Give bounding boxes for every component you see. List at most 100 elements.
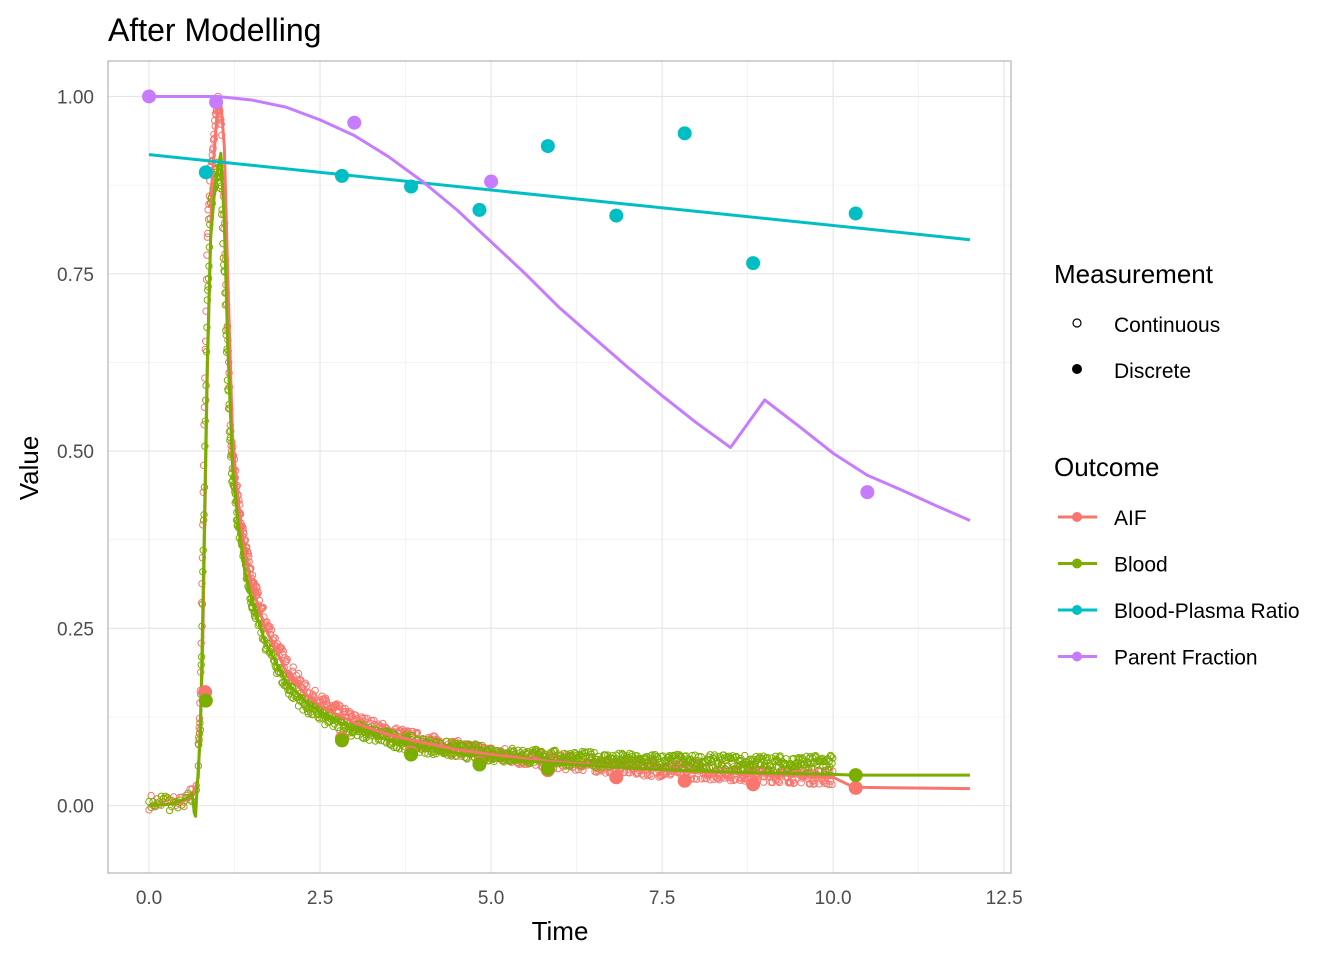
legend-item-blood-plasma-ratio: Blood-Plasma Ratio xyxy=(1058,600,1300,623)
continuous-point xyxy=(550,747,559,756)
continuous-point xyxy=(715,775,723,784)
continuous-point xyxy=(744,757,753,765)
continuous-point xyxy=(825,780,833,789)
discrete-point xyxy=(404,179,419,194)
continuous-point xyxy=(163,793,172,802)
fit-line-blood xyxy=(148,151,970,818)
continuous-point xyxy=(695,752,703,761)
continuous-point xyxy=(698,775,706,783)
continuous-point xyxy=(711,753,720,761)
legend-measurement: Measurement Continuous Discrete xyxy=(1054,259,1220,383)
discrete-point xyxy=(677,126,692,141)
legend-label-continuous: Continuous xyxy=(1114,314,1220,337)
continuous-point xyxy=(363,714,371,723)
continuous-point xyxy=(276,643,284,651)
discrete-point xyxy=(334,733,349,748)
discrete-point xyxy=(609,770,624,785)
continuous-point xyxy=(429,750,437,759)
series-layer xyxy=(142,89,971,818)
continuous-point xyxy=(826,763,834,771)
continuous-point xyxy=(551,746,559,755)
discrete-point xyxy=(484,174,499,189)
grid xyxy=(108,61,1011,873)
discrete-point xyxy=(209,95,224,110)
y-tick-label: 0.75 xyxy=(57,265,94,286)
continuous-point xyxy=(826,751,835,760)
continuous-point xyxy=(311,686,319,695)
fit-line-parent-fraction xyxy=(149,95,971,522)
y-tick-label: 1.00 xyxy=(57,87,94,108)
discrete-point xyxy=(609,208,624,223)
discrete-points-parent-fraction xyxy=(142,89,875,500)
continuous-point xyxy=(768,763,777,771)
continuous-point xyxy=(303,682,311,690)
continuous-point xyxy=(675,751,683,759)
continuous-point xyxy=(165,806,174,815)
legend-label: Blood xyxy=(1114,554,1168,577)
x-tick-label: 10.0 xyxy=(815,888,852,909)
continuous-point xyxy=(267,626,276,634)
continuous-point xyxy=(601,769,610,777)
continuous-point xyxy=(643,753,651,761)
legend-label: Parent Fraction xyxy=(1114,647,1258,670)
x-axis-title: Time xyxy=(532,916,589,946)
continuous-point xyxy=(828,780,836,789)
discrete-point xyxy=(677,773,692,788)
continuous-point xyxy=(798,754,806,762)
y-axis: 0.00 0.25 0.50 0.75 1.00 xyxy=(57,87,94,817)
continuous-point xyxy=(292,671,300,680)
legend-point-key xyxy=(1072,651,1082,662)
continuous-point xyxy=(759,778,768,786)
chart-title: After Modelling xyxy=(108,12,321,48)
discrete-point xyxy=(472,202,487,217)
x-tick-label: 5.0 xyxy=(478,888,504,909)
continuous-point xyxy=(775,778,784,787)
continuous-point xyxy=(321,695,329,704)
legend-label-discrete: Discrete xyxy=(1114,360,1191,383)
y-tick-label: 0.50 xyxy=(57,442,94,463)
continuous-point xyxy=(294,669,303,678)
discrete-point xyxy=(334,168,349,183)
x-tick-label: 12.5 xyxy=(986,888,1023,909)
fit-line-aif xyxy=(148,102,971,808)
continuous-point xyxy=(647,772,656,780)
legend-measurement-title: Measurement xyxy=(1054,259,1214,289)
discrete-point xyxy=(848,768,863,783)
discrete-point xyxy=(198,693,213,708)
continuous-point xyxy=(370,716,378,725)
continuous-point xyxy=(786,779,795,787)
discrete-point xyxy=(540,761,555,776)
continuous-point xyxy=(537,747,546,756)
continuous-point xyxy=(692,775,701,783)
continuous-point xyxy=(763,753,772,762)
continuous-point xyxy=(361,714,369,723)
continuous-point xyxy=(726,776,735,785)
continuous-point xyxy=(771,752,780,760)
discrete-points-blood xyxy=(198,693,863,783)
x-tick-label: 0.0 xyxy=(136,888,162,909)
legend-label: AIF xyxy=(1114,507,1147,530)
continuous-point xyxy=(665,751,674,760)
legend-outcome-title: Outcome xyxy=(1054,452,1160,482)
discrete-points-blood-plasma-ratio xyxy=(198,126,863,271)
y-axis-title: Value xyxy=(14,436,44,501)
discrete-point xyxy=(848,780,863,795)
legend-point-key xyxy=(1072,512,1082,522)
y-tick-label: 0.25 xyxy=(57,619,94,640)
legend-outcome: Outcome AIF Blood Blood-Plasma Ratio Parent… xyxy=(1054,452,1300,670)
discrete-point xyxy=(860,485,875,500)
fit-line-blood-plasma-ratio xyxy=(148,153,971,242)
y-tick-label: 0.00 xyxy=(57,797,94,818)
discrete-point xyxy=(848,206,863,221)
discrete-point xyxy=(404,747,419,762)
continuous-point xyxy=(390,743,398,752)
legend-item-parent-fraction: Parent Fraction xyxy=(1058,647,1258,670)
legend-label: Blood-Plasma Ratio xyxy=(1114,600,1300,623)
continuous-point xyxy=(664,753,672,761)
continuous-point xyxy=(331,701,340,709)
continuous-point xyxy=(828,759,836,768)
continuous-point xyxy=(806,779,814,788)
discrete-point xyxy=(540,139,555,154)
discrete-point xyxy=(746,256,761,271)
